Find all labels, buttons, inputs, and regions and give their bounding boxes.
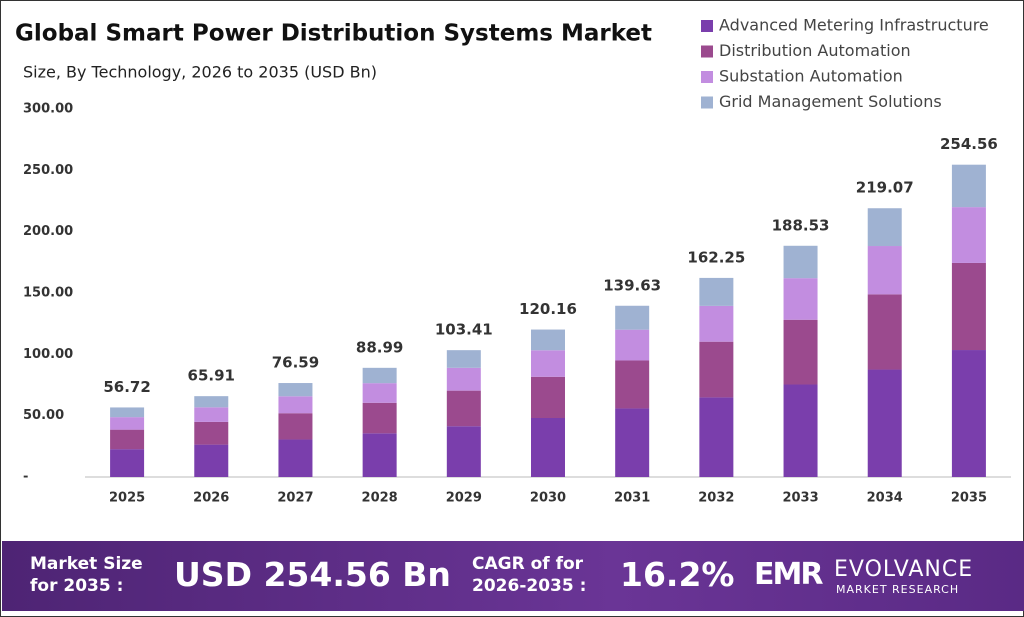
bar-segment: [867, 369, 902, 477]
x-tick-label: 2031: [614, 491, 650, 506]
total-label: 88.99: [356, 338, 403, 356]
bar-segment: [615, 305, 650, 330]
chart-title: Global Smart Power Distribution Systems …: [15, 21, 652, 47]
total-label: 188.53: [772, 216, 830, 234]
bar-segment: [951, 350, 986, 477]
bar-segment: [867, 294, 902, 370]
bar-segment: [446, 390, 481, 427]
bar-segment: [194, 421, 229, 445]
bar-segment: [194, 444, 229, 477]
x-tick-label: 2025: [109, 491, 145, 506]
size-label-line: for 2035 :: [30, 576, 124, 596]
bar-segment: [278, 383, 313, 397]
bar-segment: [110, 429, 145, 450]
y-tick-label: 200.00: [23, 224, 73, 239]
x-tick-label: 2026: [193, 491, 229, 506]
legend-label: Distribution Automation: [719, 41, 911, 60]
legend-swatch: [701, 20, 713, 32]
legend-label: Substation Automation: [719, 67, 903, 86]
bar-segment: [615, 408, 650, 477]
bar-segment: [278, 439, 313, 477]
size-value: USD 254.56 Bn: [174, 555, 451, 594]
x-tick-label: 2027: [277, 491, 313, 506]
legend-swatch: [701, 96, 713, 109]
bar-segment: [446, 367, 481, 391]
bar-segment: [867, 246, 902, 295]
total-label: 65.91: [188, 367, 235, 385]
bar-segment: [699, 305, 734, 342]
logo-sub: MARKET RESEARCH: [836, 583, 960, 596]
logo-name: EVOLVANCE: [834, 557, 974, 582]
total-label: 219.07: [856, 179, 914, 197]
y-tick-label: 250.00: [23, 163, 73, 178]
bar-segment: [110, 449, 145, 477]
x-tick-label: 2034: [867, 491, 903, 506]
bar-segment: [951, 164, 986, 208]
y-tick-label: 100.00: [23, 347, 73, 362]
chart-subtitle: Size, By Technology, 2026 to 2035 (USD B…: [23, 63, 377, 82]
bar-segment: [278, 396, 313, 414]
total-label: 56.72: [103, 378, 150, 396]
bar-segment: [783, 319, 818, 385]
bar-segment: [699, 341, 734, 398]
legend-swatch: [701, 45, 713, 58]
bar-segment: [951, 262, 986, 351]
y-tick-label: -: [23, 470, 28, 485]
y-tick-label: 50.00: [23, 408, 64, 423]
total-label: 120.16: [519, 300, 577, 318]
footer: Market Size for 2035 : USD 254.56 Bn CAGR…: [2, 541, 1024, 611]
bar-segment: [615, 360, 650, 409]
cagr-label: CAGR of for 2026-2035 :: [472, 553, 586, 597]
bar-segment: [531, 329, 565, 351]
legend-swatch: [701, 71, 713, 83]
bar-segment: [194, 407, 229, 422]
x-tick-label: 2035: [951, 491, 987, 506]
size-label-line: Market Size: [30, 554, 143, 574]
bar-segment: [615, 329, 650, 361]
x-tick-label: 2033: [782, 491, 818, 506]
bar-segment: [783, 245, 818, 279]
legend-label: Advanced Metering Infrastructure: [719, 16, 989, 35]
bar-segment: [110, 407, 145, 418]
bar-segment: [699, 397, 734, 477]
bar-segment: [362, 402, 397, 434]
cagr-label-line: 2026-2035 :: [472, 576, 587, 596]
legend-label: Grid Management Solutions: [719, 92, 942, 111]
chart: Global Smart Power Distribution Systems …: [15, 16, 1011, 506]
bar-segment: [194, 396, 229, 408]
total-label: 254.56: [940, 135, 998, 153]
bar-segment: [362, 367, 397, 384]
size-label: Market Size for 2035 :: [30, 553, 143, 597]
bar-segment: [867, 208, 902, 247]
bar-segment: [951, 207, 986, 263]
total-label: 103.41: [435, 321, 493, 339]
bar-segment: [362, 433, 397, 477]
x-tick-label: 2029: [446, 491, 482, 506]
bar-segment: [531, 376, 565, 418]
bar-segment: [110, 417, 145, 430]
bar-segment: [531, 417, 565, 477]
bar-segment: [446, 426, 481, 477]
y-tick-label: 150.00: [23, 286, 73, 301]
bar-segment: [531, 350, 565, 377]
x-tick-label: 2030: [530, 491, 566, 506]
cagr-value: 16.2%: [620, 555, 735, 594]
bar-segment: [278, 413, 313, 440]
x-tick-label: 2028: [362, 491, 398, 506]
cagr-label-line: CAGR of for: [472, 554, 584, 574]
total-label: 162.25: [687, 248, 745, 266]
bar-segment: [699, 277, 734, 306]
bar-segment: [783, 384, 818, 477]
bar-segment: [783, 278, 818, 320]
bar-segment: [446, 350, 481, 368]
total-label: 76.59: [272, 354, 319, 372]
logo-mark: EMR: [754, 557, 823, 592]
x-tick-label: 2032: [698, 491, 734, 506]
total-label: 139.63: [603, 276, 661, 294]
y-tick-label: 300.00: [23, 102, 73, 117]
bar-segment: [362, 383, 397, 403]
